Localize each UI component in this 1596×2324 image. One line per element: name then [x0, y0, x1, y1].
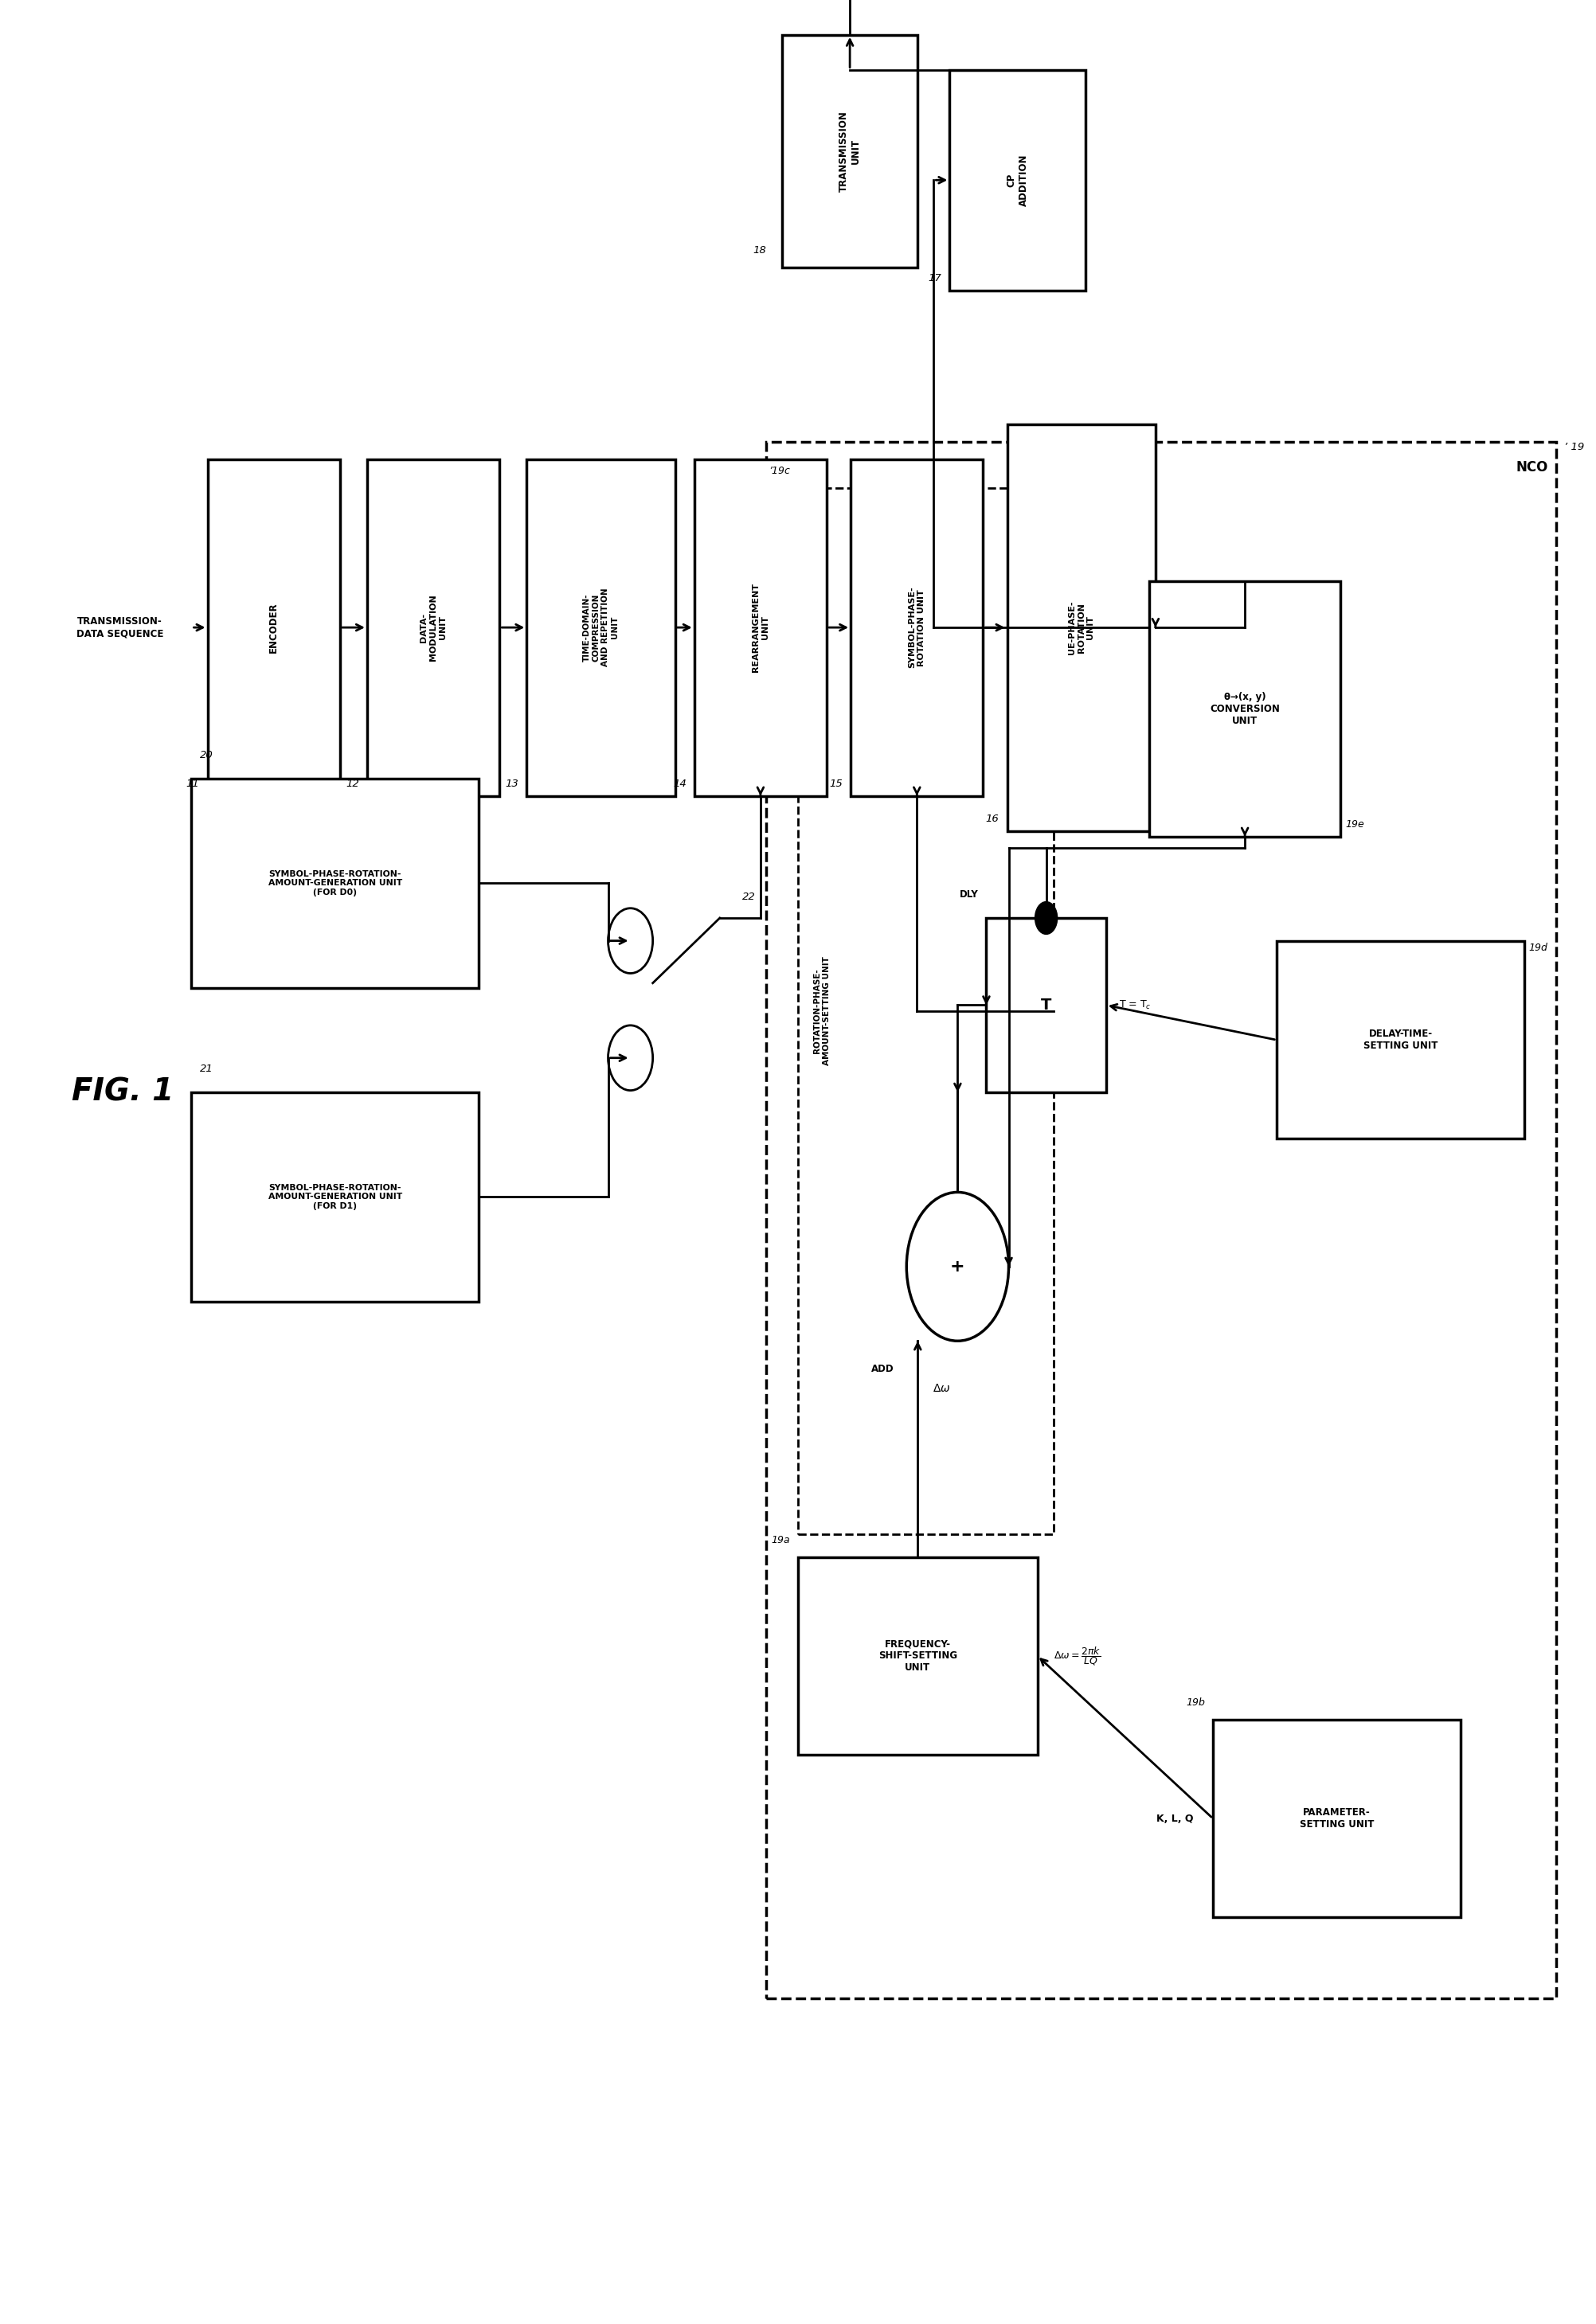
Text: CP
ADDITION: CP ADDITION	[1007, 153, 1028, 207]
Text: 13: 13	[506, 779, 519, 790]
Text: 12: 12	[346, 779, 359, 790]
Text: $\Delta\omega$: $\Delta\omega$	[932, 1383, 951, 1394]
Bar	[694, 460, 827, 795]
Text: TRANSMISSION-
DATA SEQUENCE: TRANSMISSION- DATA SEQUENCE	[77, 616, 163, 639]
Text: 19e: 19e	[1345, 820, 1365, 830]
Bar	[207, 460, 340, 795]
Text: DELAY-TIME-
SETTING UNIT: DELAY-TIME- SETTING UNIT	[1363, 1030, 1438, 1050]
Text: FREQUENCY-
SHIFT-SETTING
UNIT: FREQUENCY- SHIFT-SETTING UNIT	[878, 1638, 958, 1673]
Text: 16: 16	[986, 813, 999, 825]
Text: ADD: ADD	[871, 1364, 894, 1373]
Bar	[798, 488, 1053, 1534]
Bar	[851, 460, 983, 795]
Text: PARAMETER-
SETTING UNIT: PARAMETER- SETTING UNIT	[1299, 1808, 1374, 1829]
Text: NCO: NCO	[1516, 460, 1548, 474]
Text: TIME-DOMAIN-
COMPRESSION
AND REPETITION
UNIT: TIME-DOMAIN- COMPRESSION AND REPETITION …	[583, 588, 619, 667]
Text: T = T$_c$: T = T$_c$	[1119, 999, 1151, 1011]
Bar	[782, 35, 918, 267]
Text: TRANSMISSION
UNIT: TRANSMISSION UNIT	[839, 112, 860, 191]
Text: 17: 17	[929, 274, 942, 284]
Bar	[1149, 581, 1341, 837]
Text: K, L, Q: K, L, Q	[1157, 1813, 1194, 1824]
Bar	[1007, 423, 1156, 832]
Text: DLY: DLY	[959, 890, 978, 899]
Text: 20: 20	[200, 751, 212, 760]
Text: DATA-
MODULATION
UNIT: DATA- MODULATION UNIT	[420, 595, 447, 660]
Bar	[798, 1557, 1037, 1755]
Text: $\Delta\omega = \dfrac{2\pi k}{LQ}$: $\Delta\omega = \dfrac{2\pi k}{LQ}$	[1053, 1645, 1101, 1666]
Text: ’ 19: ’ 19	[1564, 442, 1585, 451]
Text: 19b: 19b	[1186, 1699, 1205, 1708]
Text: FIG. 1: FIG. 1	[72, 1076, 174, 1109]
Text: UE-PHASE-
ROTATION
UNIT: UE-PHASE- ROTATION UNIT	[1068, 600, 1095, 655]
Text: θ→(x, y)
CONVERSION
UNIT: θ→(x, y) CONVERSION UNIT	[1210, 693, 1280, 725]
Text: ENCODER: ENCODER	[268, 602, 279, 653]
Text: 19d: 19d	[1529, 944, 1548, 953]
Text: +: +	[950, 1260, 966, 1274]
Text: ’19c: ’19c	[769, 467, 790, 476]
Text: SYMBOL-PHASE-ROTATION-
AMOUNT-GENERATION UNIT
(FOR D1): SYMBOL-PHASE-ROTATION- AMOUNT-GENERATION…	[268, 1183, 402, 1211]
Text: ROTATION-PHASE-
AMOUNT-SETTING UNIT: ROTATION-PHASE- AMOUNT-SETTING UNIT	[814, 957, 830, 1064]
Bar	[1213, 1720, 1460, 1917]
Text: 21: 21	[200, 1064, 212, 1074]
Bar	[986, 918, 1106, 1092]
Text: REARRANGEMENT
UNIT: REARRANGEMENT UNIT	[752, 583, 769, 672]
Text: SYMBOL-PHASE-ROTATION-
AMOUNT-GENERATION UNIT
(FOR D0): SYMBOL-PHASE-ROTATION- AMOUNT-GENERATION…	[268, 869, 402, 897]
Text: T: T	[1041, 997, 1052, 1013]
Bar	[367, 460, 500, 795]
Bar	[527, 460, 675, 795]
Bar	[766, 442, 1556, 1999]
Text: SYMBOL-PHASE-
ROTATION UNIT: SYMBOL-PHASE- ROTATION UNIT	[908, 586, 926, 669]
Bar	[950, 70, 1085, 290]
Text: 11: 11	[187, 779, 200, 790]
Text: 19a: 19a	[771, 1536, 790, 1545]
Bar	[192, 1092, 479, 1301]
Text: 22: 22	[742, 892, 755, 902]
Circle shape	[1034, 902, 1057, 934]
Bar	[1277, 941, 1524, 1139]
Text: 15: 15	[830, 779, 843, 790]
Bar	[192, 779, 479, 988]
Text: 14: 14	[674, 779, 686, 790]
Text: 18: 18	[753, 246, 766, 256]
